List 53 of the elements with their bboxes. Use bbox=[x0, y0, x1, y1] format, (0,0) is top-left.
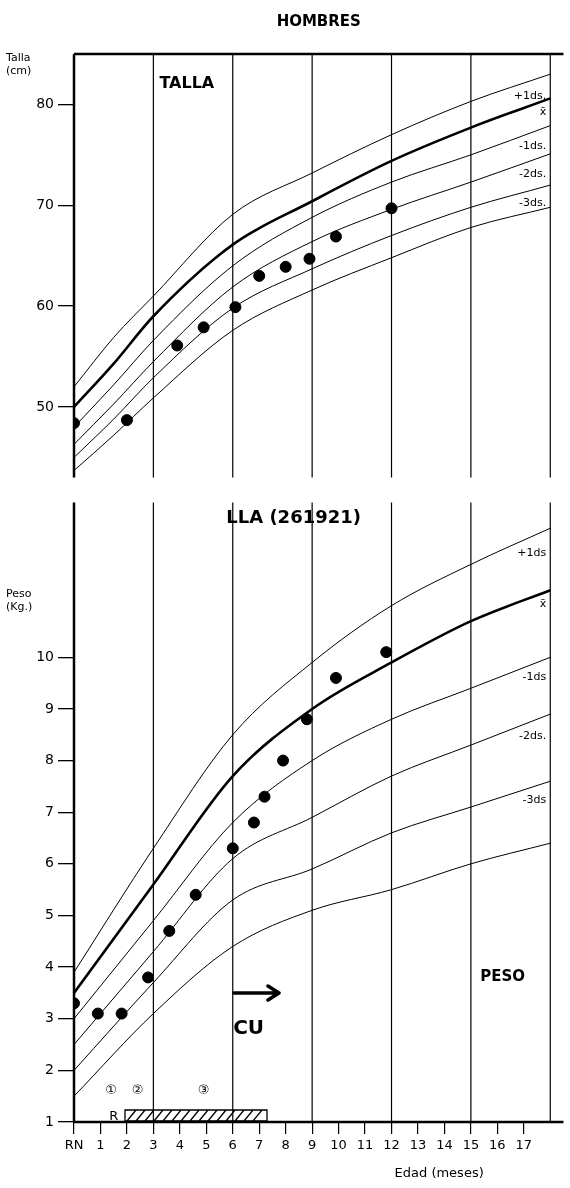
series-label: x̄ bbox=[539, 596, 547, 610]
y-axis-title: Talla (cm) bbox=[5, 50, 32, 77]
x-tick-label: 7 bbox=[255, 1137, 264, 1153]
x-tick-label: 13 bbox=[409, 1137, 427, 1153]
annotation: ① bbox=[105, 1082, 117, 1098]
series-label: x̄ bbox=[539, 104, 547, 118]
y-tick-label: 10 bbox=[36, 647, 54, 664]
y-tick-label: 5 bbox=[45, 906, 54, 923]
x-axis-title: Edad (meses) bbox=[394, 1165, 484, 1181]
x-tick-label: 6 bbox=[228, 1137, 237, 1153]
x-tick-label: 4 bbox=[175, 1137, 184, 1153]
y-tick-label: 4 bbox=[45, 957, 55, 974]
x-tick-label: 16 bbox=[489, 1137, 506, 1153]
series-label: -2ds. bbox=[519, 167, 547, 181]
x-tick-label: 9 bbox=[307, 1137, 317, 1153]
series-label: +1ds. bbox=[513, 89, 547, 103]
series-label: -3ds bbox=[522, 792, 547, 806]
y-tick-label: 8 bbox=[45, 751, 54, 768]
y-axis-title: Peso (Kg.) bbox=[6, 587, 33, 614]
series-label: +1ds bbox=[517, 545, 547, 559]
series-label: -1ds. bbox=[519, 139, 547, 153]
x-tick-label: 15 bbox=[462, 1137, 480, 1153]
series-label: -3ds. bbox=[519, 196, 547, 210]
x-tick-label: 2 bbox=[122, 1137, 132, 1153]
x-tick-label: 14 bbox=[436, 1137, 453, 1153]
y-tick-label: 60 bbox=[36, 296, 54, 313]
x-tick-label: 3 bbox=[149, 1137, 158, 1153]
y-tick-label: 70 bbox=[36, 195, 54, 212]
text: TALLA bbox=[159, 73, 215, 93]
x-tick-label: 11 bbox=[356, 1137, 374, 1153]
y-tick-label: 3 bbox=[45, 1009, 54, 1026]
x-tick-label: RN bbox=[64, 1137, 84, 1153]
x-tick-label: 8 bbox=[281, 1137, 290, 1153]
chart-title: HOMBRES bbox=[276, 11, 361, 30]
y-tick-label: 6 bbox=[45, 854, 55, 871]
y-tick-label: 50 bbox=[36, 397, 54, 414]
text: PESO bbox=[480, 966, 526, 985]
annotation: R bbox=[109, 1108, 119, 1124]
x-tick-label: 1 bbox=[96, 1137, 105, 1153]
x-tick-label: 17 bbox=[515, 1137, 533, 1153]
annotation: ③ bbox=[197, 1082, 210, 1098]
x-tick-label: 10 bbox=[330, 1137, 347, 1153]
y-tick-label: 80 bbox=[36, 95, 54, 112]
y-tick-label: 7 bbox=[45, 802, 54, 819]
series-label: -1ds bbox=[522, 670, 547, 684]
y-tick-label: 2 bbox=[45, 1061, 54, 1078]
y-tick-label: 9 bbox=[45, 699, 54, 716]
x-tick-label: 5 bbox=[202, 1137, 211, 1153]
annotation: ② bbox=[131, 1082, 144, 1098]
y-tick-label: 1 bbox=[45, 1112, 54, 1129]
annotation: CU bbox=[233, 1015, 265, 1040]
x-tick-label: 12 bbox=[383, 1137, 400, 1153]
series-label: -2ds. bbox=[519, 728, 547, 742]
